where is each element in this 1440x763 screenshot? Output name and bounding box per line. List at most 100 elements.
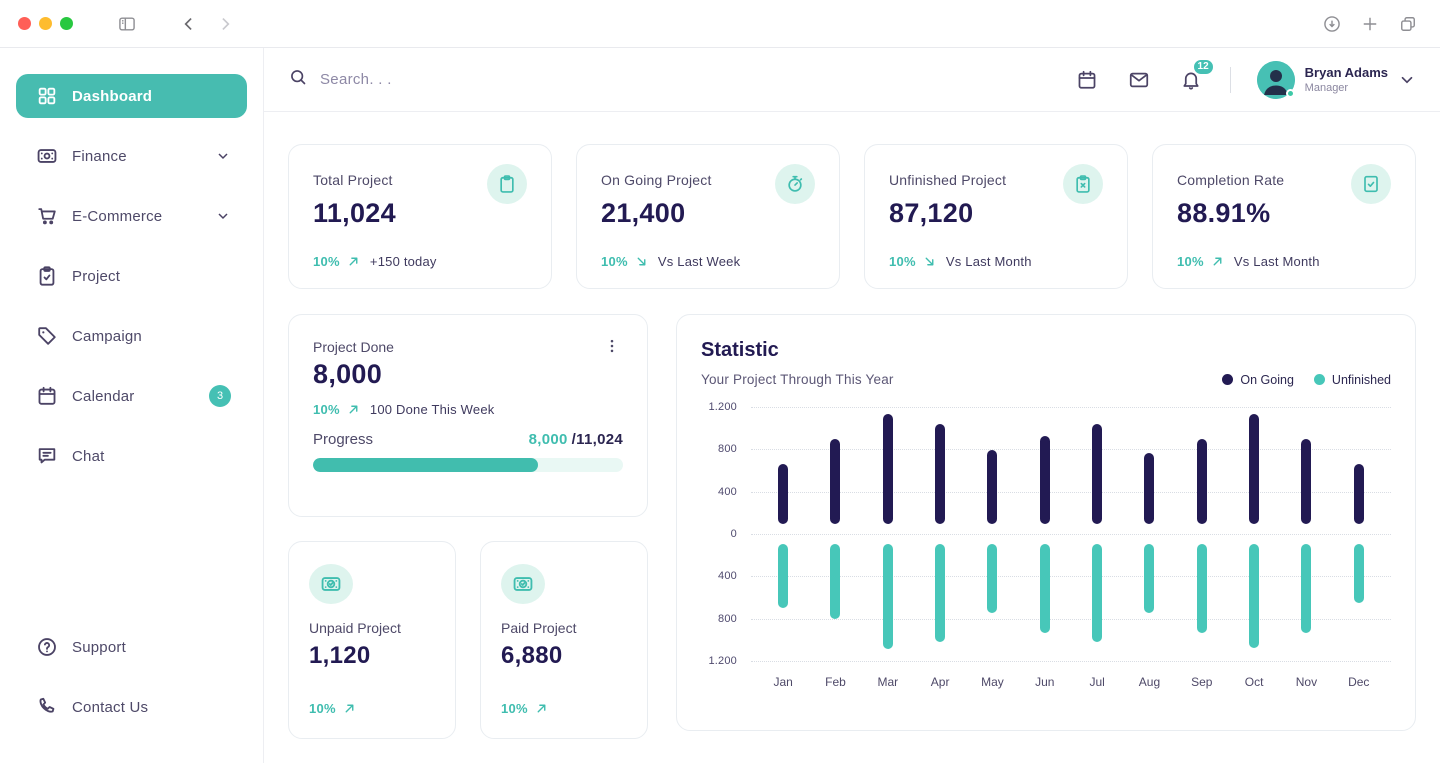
sidebar-item-ecommerce[interactable]: E-Commerce xyxy=(16,194,247,238)
x-axis-label: Nov xyxy=(1295,675,1318,689)
bar-unfinished-apr xyxy=(935,543,946,642)
legend-label: On Going xyxy=(1240,372,1294,387)
sidebar-item-calendar[interactable]: Calendar 3 xyxy=(16,374,247,418)
sidebar-item-label: Campaign xyxy=(72,327,142,345)
file-check-icon xyxy=(1351,164,1391,204)
trend-up-icon xyxy=(535,702,548,715)
banknote-check-icon xyxy=(501,564,545,604)
sidebar-item-chat[interactable]: Chat xyxy=(16,434,247,478)
x-axis-label: Mar xyxy=(877,675,899,689)
zoom-window-button[interactable] xyxy=(60,17,73,30)
stopwatch-icon xyxy=(775,164,815,204)
chart-legend: On Going Unfinished xyxy=(1222,373,1391,387)
bar-slots xyxy=(751,407,1391,661)
card-title: Unpaid Project xyxy=(309,620,401,636)
stat-card-unfinished-project: Unfinished Project 87,120 10% Vs Last Mo xyxy=(864,144,1128,289)
bar-unfinished-dec xyxy=(1353,543,1364,603)
x-axis-label: Dec xyxy=(1348,675,1370,689)
sidebar-item-contact-us[interactable]: Contact Us xyxy=(16,685,247,729)
y-axis: 1.200 800 400 0 400 800 1.200 xyxy=(701,401,751,667)
stat-value: 87,120 xyxy=(889,198,974,228)
chat-icon xyxy=(36,445,58,467)
legend-item-unfinished: Unfinished xyxy=(1313,372,1391,387)
topbar: 12 Bryan Adams Manager xyxy=(264,48,1440,112)
traffic-lights xyxy=(18,17,73,30)
sidebar-item-project[interactable]: Project xyxy=(16,254,247,298)
downloads-button[interactable] xyxy=(1318,10,1346,38)
stat-value: 11,024 xyxy=(313,198,396,228)
card-title: Paid Project xyxy=(501,620,577,636)
money-icon xyxy=(36,145,58,167)
trend-down-icon xyxy=(923,255,936,268)
sidebar-footer: Support Contact Us xyxy=(16,625,247,729)
user-role: Manager xyxy=(1304,82,1349,94)
online-status-dot xyxy=(1285,88,1295,98)
legend-label: Unfinished xyxy=(1331,372,1391,387)
bar-unfinished-feb xyxy=(830,543,841,619)
stat-card-ongoing-project: On Going Project 21,400 10% Vs Last Week xyxy=(576,144,840,289)
new-tab-button[interactable] xyxy=(1356,10,1384,38)
legend-dot xyxy=(1222,374,1234,385)
bar-on-going-feb xyxy=(830,438,841,525)
stat-value: 88.91% xyxy=(1177,198,1271,228)
gridline xyxy=(751,618,1391,620)
kebab-menu-button[interactable] xyxy=(601,335,623,357)
calendar-button[interactable] xyxy=(1074,67,1100,93)
stat-title: Total Project xyxy=(313,172,393,188)
bar-slot-aug xyxy=(1123,407,1175,661)
phone-icon xyxy=(36,696,58,718)
minimize-window-button[interactable] xyxy=(39,17,52,30)
chevron-down-icon xyxy=(215,148,231,164)
trend-up-icon xyxy=(1211,255,1224,268)
tag-icon xyxy=(36,325,58,347)
dashboard-main: Total Project 11,024 10% +150 today xyxy=(264,112,1440,763)
bar-on-going-oct xyxy=(1249,414,1260,525)
stat-title: On Going Project xyxy=(601,172,712,188)
sidebar-item-dashboard[interactable]: Dashboard xyxy=(16,74,247,118)
card-value: 6,880 xyxy=(501,642,563,669)
bar-slot-dec xyxy=(1333,407,1385,661)
notifications-button[interactable]: 12 xyxy=(1178,57,1215,93)
bar-on-going-may xyxy=(987,450,998,525)
sidebar-item-finance[interactable]: Finance xyxy=(16,134,247,178)
user-menu[interactable]: Bryan Adams Manager xyxy=(1256,60,1416,99)
bar-on-going-aug xyxy=(1144,452,1155,525)
back-button[interactable] xyxy=(175,10,203,38)
sidebar-toggle-icon[interactable] xyxy=(113,10,141,38)
stat-title: Unfinished Project xyxy=(889,172,1007,188)
trend-up-icon xyxy=(343,702,356,715)
sidebar-item-support[interactable]: Support xyxy=(16,625,247,669)
sidebar-item-campaign[interactable]: Campaign xyxy=(16,314,247,358)
messages-button[interactable] xyxy=(1126,67,1152,93)
progress-bar-fill xyxy=(313,458,539,472)
search-input[interactable] xyxy=(320,71,640,88)
bar-unfinished-aug xyxy=(1144,543,1155,614)
statistic-chart-card: Statistic Your Project Through This Year… xyxy=(676,314,1416,731)
progress-total: /11,024 xyxy=(571,431,623,448)
bar-unfinished-jan xyxy=(778,543,789,609)
close-window-button[interactable] xyxy=(18,17,31,30)
bar-unfinished-may xyxy=(987,543,998,614)
bar-on-going-sep xyxy=(1196,438,1207,525)
delta-percent: 10% xyxy=(601,254,628,269)
avatar xyxy=(1256,60,1295,99)
card-value: 1,120 xyxy=(309,642,371,669)
bar-on-going-jun xyxy=(1039,435,1050,525)
tab-overview-button[interactable] xyxy=(1394,10,1422,38)
bar-on-going-nov xyxy=(1301,438,1312,525)
delta-percent: 10% xyxy=(501,701,528,716)
paid-project-card: Paid Project 6,880 10% xyxy=(480,541,648,739)
grid-icon xyxy=(36,85,58,107)
sidebar-item-label: Dashboard xyxy=(72,87,153,105)
bar-slot-feb xyxy=(809,407,861,661)
bar-slot-nov xyxy=(1280,407,1332,661)
bar-unfinished-nov xyxy=(1301,543,1312,634)
delta-percent: 10% xyxy=(1177,254,1204,269)
delta-note: +150 today xyxy=(369,254,437,269)
x-axis-label: Jan xyxy=(773,675,793,689)
bar-on-going-mar xyxy=(882,414,893,525)
forward-button[interactable] xyxy=(211,10,239,38)
trend-up-icon xyxy=(347,403,360,416)
bar-unfinished-mar xyxy=(882,543,893,650)
browser-titlebar xyxy=(0,0,1440,48)
